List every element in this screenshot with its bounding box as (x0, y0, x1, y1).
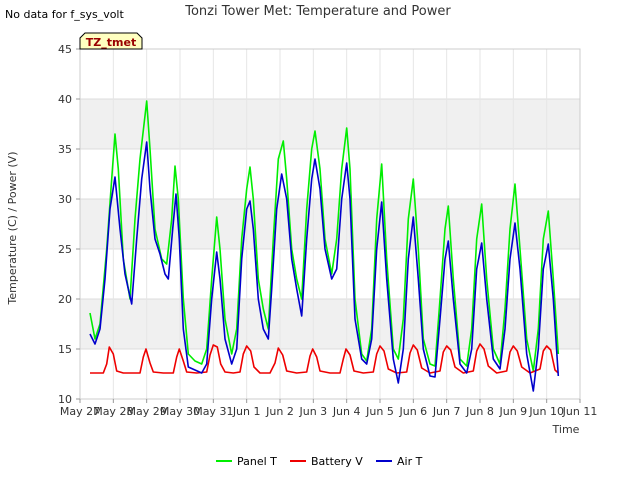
y-tick-label: 40 (58, 93, 72, 106)
series-line-air-t (89, 141, 560, 392)
background-band (80, 199, 580, 249)
station-tag-box (79, 32, 143, 50)
y-tick-label: 25 (58, 243, 72, 256)
background-bands (80, 49, 580, 399)
x-tick-label: Jun 3 (298, 405, 327, 418)
legend-label: Air T (397, 455, 423, 468)
legend-label: Battery V (311, 455, 363, 468)
x-tick-label: Jun 8 (465, 405, 494, 418)
x-tick-label: May 29 (127, 405, 167, 418)
x-tick-label: Jun 5 (365, 405, 394, 418)
y-tick-labels: 10 15 20 25 30 35 40 45 (58, 43, 80, 406)
x-tick-label: May 31 (193, 405, 233, 418)
series-line-battery-v (90, 343, 559, 374)
y-axis-label: Temperature (C) / Power (V) (6, 151, 19, 305)
x-tick-label: May 28 (93, 405, 133, 418)
y-tick-label: 30 (58, 193, 72, 206)
legend-label: Panel T (237, 455, 277, 468)
x-tick-label: Jun 9 (498, 405, 527, 418)
station-tag: TZ_tmet (79, 32, 143, 50)
y-tick-label: 10 (58, 393, 72, 406)
x-axis-label: Time (552, 423, 580, 436)
y-tick-label: 20 (58, 293, 72, 306)
x-tick-label: Jun 2 (265, 405, 294, 418)
series-line-panel-t (89, 100, 560, 372)
series-layer (89, 100, 560, 392)
no-data-note: No data for f_sys_volt (5, 8, 124, 21)
x-tick-label: Jun 6 (398, 405, 427, 418)
station-tag-label: TZ_tmet (86, 36, 136, 49)
background-band (80, 299, 580, 349)
x-tick-label: May 27 (60, 405, 100, 418)
x-tick-label: Jun 7 (432, 405, 461, 418)
x-tick-label: Jun 1 (232, 405, 261, 418)
x-tick-label: Jun 4 (332, 405, 361, 418)
background-band (80, 99, 580, 149)
x-tick-label: Jun 11 (562, 405, 598, 418)
y-tick-label: 35 (58, 143, 72, 156)
x-tick-label: May 30 (160, 405, 200, 418)
y-tick-label: 45 (58, 43, 72, 56)
plot-frame (79, 48, 581, 400)
y-tick-label: 15 (58, 343, 72, 356)
x-tick-label: Jun 10 (528, 405, 564, 418)
legend: Panel T Battery V Air T (216, 455, 423, 468)
chart-title: Tonzi Tower Met: Temperature and Power (184, 4, 451, 19)
